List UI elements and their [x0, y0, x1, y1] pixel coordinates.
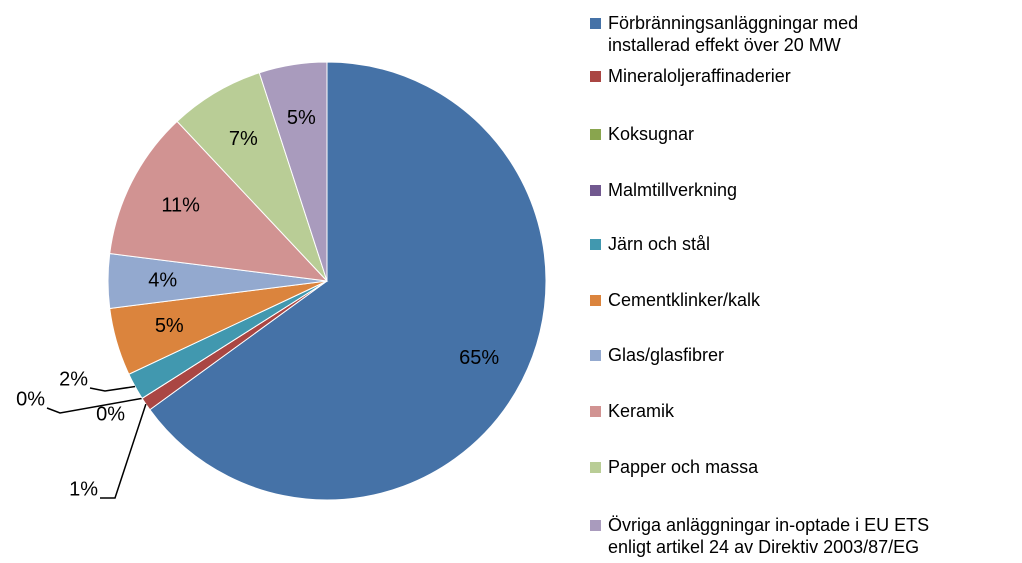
legend-item: Förbränningsanläggningar med installerad… — [590, 12, 858, 56]
legend-label: Cementklinker/kalk — [608, 290, 761, 310]
legend-swatch — [590, 239, 601, 250]
data-label: 0% — [16, 388, 45, 410]
legend-swatch — [590, 462, 601, 473]
data-label: 4% — [148, 269, 177, 291]
chart: 65% 1% 0% 0% 2% 5% 4% 11% 7% 5% — [16, 61, 547, 501]
data-label: 2% — [59, 368, 88, 390]
data-label: 7% — [229, 128, 258, 150]
legend-item: Papper och massa — [590, 456, 758, 478]
data-label: 5% — [155, 315, 184, 337]
legend-item: Malmtillverkning — [590, 179, 737, 201]
legend-label: Övriga anläggningar in-optade i EU ETS e… — [608, 515, 930, 557]
legend-item: Övriga anläggningar in-optade i EU ETS e… — [590, 514, 929, 558]
legend-swatch — [590, 350, 601, 361]
data-label: 11% — [161, 195, 200, 217]
legend-item: Koksugnar — [590, 123, 694, 145]
legend-item: Keramik — [590, 400, 674, 422]
legend-item: Järn och stål — [590, 233, 710, 255]
data-label: 5% — [287, 107, 316, 129]
data-label: 1% — [69, 478, 98, 500]
legend-label: Glas/glasfibrer — [608, 345, 725, 365]
legend-item: Mineraloljeraffinaderier — [590, 65, 791, 87]
pie-slice — [109, 120, 329, 282]
legend-label: Järn och stål — [608, 234, 711, 254]
legend-label: Mineraloljeraffinaderier — [608, 66, 791, 86]
legend-swatch — [590, 18, 601, 29]
legend-swatch — [590, 129, 601, 140]
legend-label: Malmtillverkning — [608, 180, 738, 200]
legend-swatch — [590, 406, 601, 417]
legend-swatch — [590, 295, 601, 306]
legend-item: Cementklinker/kalk — [590, 289, 760, 311]
leader-line — [100, 403, 147, 499]
legend-label: Förbränningsanläggningar med installerad… — [608, 13, 859, 55]
pie-slice — [149, 61, 547, 501]
legend-label: Keramik — [608, 401, 675, 421]
legend-label: Koksugnar — [608, 124, 695, 144]
legend-swatch — [590, 520, 601, 531]
legend-item: Glas/glasfibrer — [590, 344, 724, 366]
legend-label: Papper och massa — [608, 457, 759, 477]
data-label: 65% — [459, 347, 499, 369]
pie-slice — [258, 61, 328, 282]
legend-swatch — [590, 71, 601, 82]
leader-line — [46, 397, 143, 414]
data-label: 0% — [96, 403, 125, 425]
legend-swatch — [590, 185, 601, 196]
leader-line — [89, 385, 136, 392]
